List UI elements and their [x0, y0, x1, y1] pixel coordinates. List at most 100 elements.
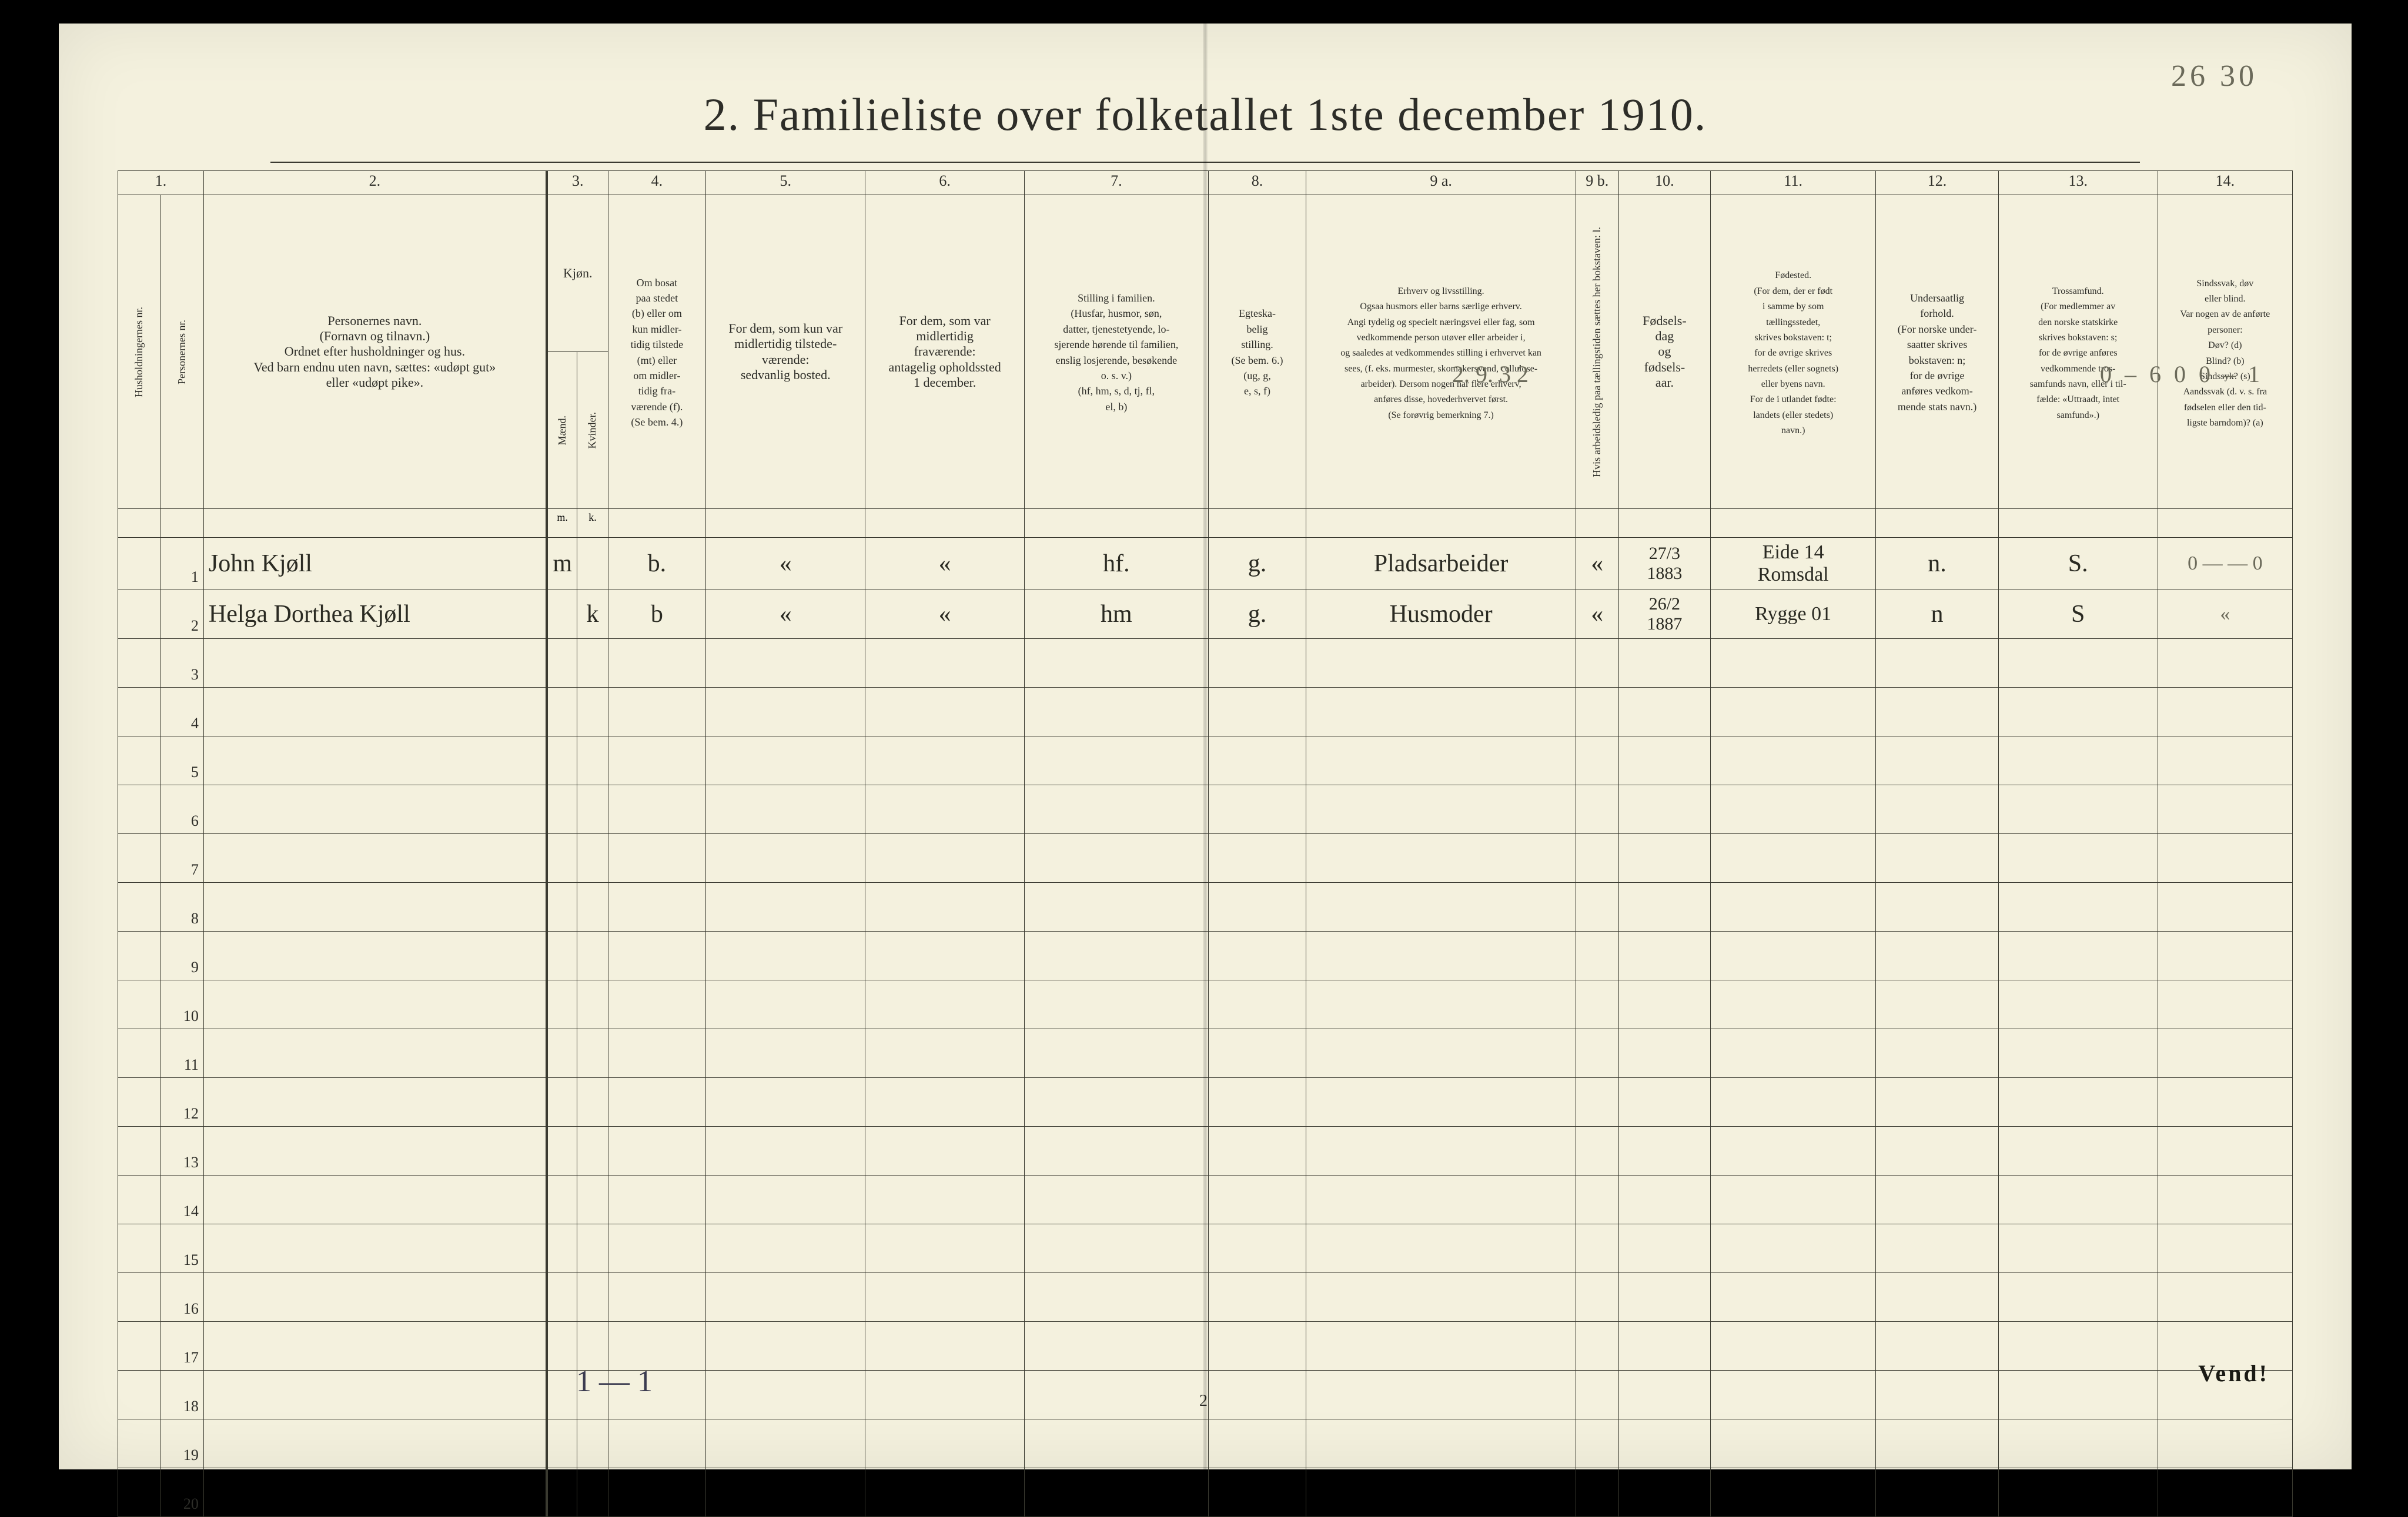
cell-name — [203, 785, 547, 834]
cell-blank — [706, 1029, 865, 1078]
cell-blank — [1208, 785, 1306, 834]
sub-b14 — [2158, 509, 2292, 538]
cell-blank — [706, 1176, 865, 1224]
cell-person-nr: 12 — [160, 1078, 203, 1127]
cell-arbeidsledig: « — [1576, 590, 1618, 639]
cell-erhverv: Pladsarbeider — [1306, 538, 1576, 590]
colnum-10: 10. — [1618, 171, 1710, 195]
colnum-8: 8. — [1208, 171, 1306, 195]
cell-blank — [1711, 1176, 1876, 1224]
cell-blank — [1025, 1127, 1209, 1176]
cell-hushold-nr — [118, 1273, 161, 1322]
cell-blank — [1618, 1468, 1710, 1517]
cell-midl-tilstede: « — [706, 590, 865, 639]
cell-blank — [608, 834, 706, 883]
cell-blank — [1306, 1127, 1576, 1176]
cell-blank — [1576, 1029, 1618, 1078]
colnum-5: 5. — [706, 171, 865, 195]
cell-blank — [577, 1322, 608, 1371]
colnum-2: 2. — [203, 171, 547, 195]
cell-blank — [1876, 785, 1998, 834]
cell-blank — [1711, 883, 1876, 932]
cell-name — [203, 932, 547, 980]
cell-egteskab: g. — [1208, 590, 1306, 639]
cell-blank — [706, 639, 865, 688]
page-frame: 26 30 2. Familieliste over folketallet 1… — [59, 24, 2352, 1469]
cell-blank — [1306, 883, 1576, 932]
cell-blank — [1306, 1273, 1576, 1322]
cell-blank — [1711, 1029, 1876, 1078]
cell-blank — [1576, 785, 1618, 834]
sub-b4 — [608, 509, 706, 538]
cell-blank — [706, 1224, 865, 1273]
cell-blank — [1025, 1224, 1209, 1273]
cell-blank — [1025, 736, 1209, 785]
cell-blank — [2158, 883, 2292, 932]
cell-blank — [608, 1224, 706, 1273]
cell-stilling-familie: hf. — [1025, 538, 1209, 590]
cell-egteskab: g. — [1208, 538, 1306, 590]
hdr-maend: Mænd. — [547, 352, 577, 509]
cell-blank — [608, 1322, 706, 1371]
cell-blank — [706, 688, 865, 736]
cell-blank — [1618, 1176, 1710, 1224]
cell-name: Helga Dorthea Kjøll — [203, 590, 547, 639]
cell-blank — [608, 1273, 706, 1322]
cell-blank — [577, 639, 608, 688]
cell-blank — [1876, 1176, 1998, 1224]
cell-blank — [1576, 1078, 1618, 1127]
cell-blank — [608, 1029, 706, 1078]
cell-blank — [1025, 1322, 1209, 1371]
cell-blank — [547, 1468, 577, 1517]
cell-blank — [1998, 834, 2158, 883]
sub-b9b — [1576, 509, 1618, 538]
cell-blank — [1998, 1419, 2158, 1468]
cell-blank — [1998, 1273, 2158, 1322]
cell-blank — [577, 785, 608, 834]
cell-midl-fravaer: « — [865, 590, 1025, 639]
cell-blank — [1998, 1078, 2158, 1127]
cell-blank — [1711, 1419, 1876, 1468]
cell-blank — [865, 883, 1025, 932]
cell-person-nr: 9 — [160, 932, 203, 980]
cell-person-nr: 11 — [160, 1029, 203, 1078]
cell-blank — [547, 736, 577, 785]
cell-hushold-nr — [118, 1468, 161, 1517]
cell-blank — [1998, 1468, 2158, 1517]
colnum-6: 6. — [865, 171, 1025, 195]
cell-blank — [2158, 1224, 2292, 1273]
cell-blank — [865, 1224, 1025, 1273]
cell-blank — [865, 1176, 1025, 1224]
cell-blank — [1208, 1127, 1306, 1176]
cell-name — [203, 1371, 547, 1419]
cell-blank — [577, 1176, 608, 1224]
cell-blank — [547, 1078, 577, 1127]
cell-blank — [577, 1224, 608, 1273]
cell-blank — [1711, 980, 1876, 1029]
cell-blank — [1208, 688, 1306, 736]
hdr-fodested: Fødested. (For dem, der er født i samme … — [1711, 195, 1876, 509]
cell-erhverv: Husmoder — [1306, 590, 1576, 639]
cell-name — [203, 980, 547, 1029]
cell-hushold-nr — [118, 639, 161, 688]
cell-blank — [1576, 1419, 1618, 1468]
cell-blank — [1998, 1029, 2158, 1078]
cell-name — [203, 736, 547, 785]
cell-midl-fravaer: « — [865, 538, 1025, 590]
cell-blank — [608, 1078, 706, 1127]
hdr-arbeidsledig: Hvis arbeidsledig paa tællingstiden sætt… — [1576, 195, 1618, 509]
cell-blank — [706, 1273, 865, 1322]
cell-blank — [1618, 980, 1710, 1029]
cell-blank — [1618, 1224, 1710, 1273]
cell-undersaatlig: n. — [1876, 538, 1998, 590]
cell-blank — [547, 883, 577, 932]
cell-blank — [1025, 1273, 1209, 1322]
cell-blank — [1208, 834, 1306, 883]
cell-person-nr: 15 — [160, 1224, 203, 1273]
cell-blank — [1711, 1224, 1876, 1273]
cell-blank — [2158, 1273, 2292, 1322]
cell-blank — [1711, 1371, 1876, 1419]
cell-blank — [1618, 834, 1710, 883]
cell-hushold-nr — [118, 1224, 161, 1273]
cell-midl-tilstede: « — [706, 538, 865, 590]
